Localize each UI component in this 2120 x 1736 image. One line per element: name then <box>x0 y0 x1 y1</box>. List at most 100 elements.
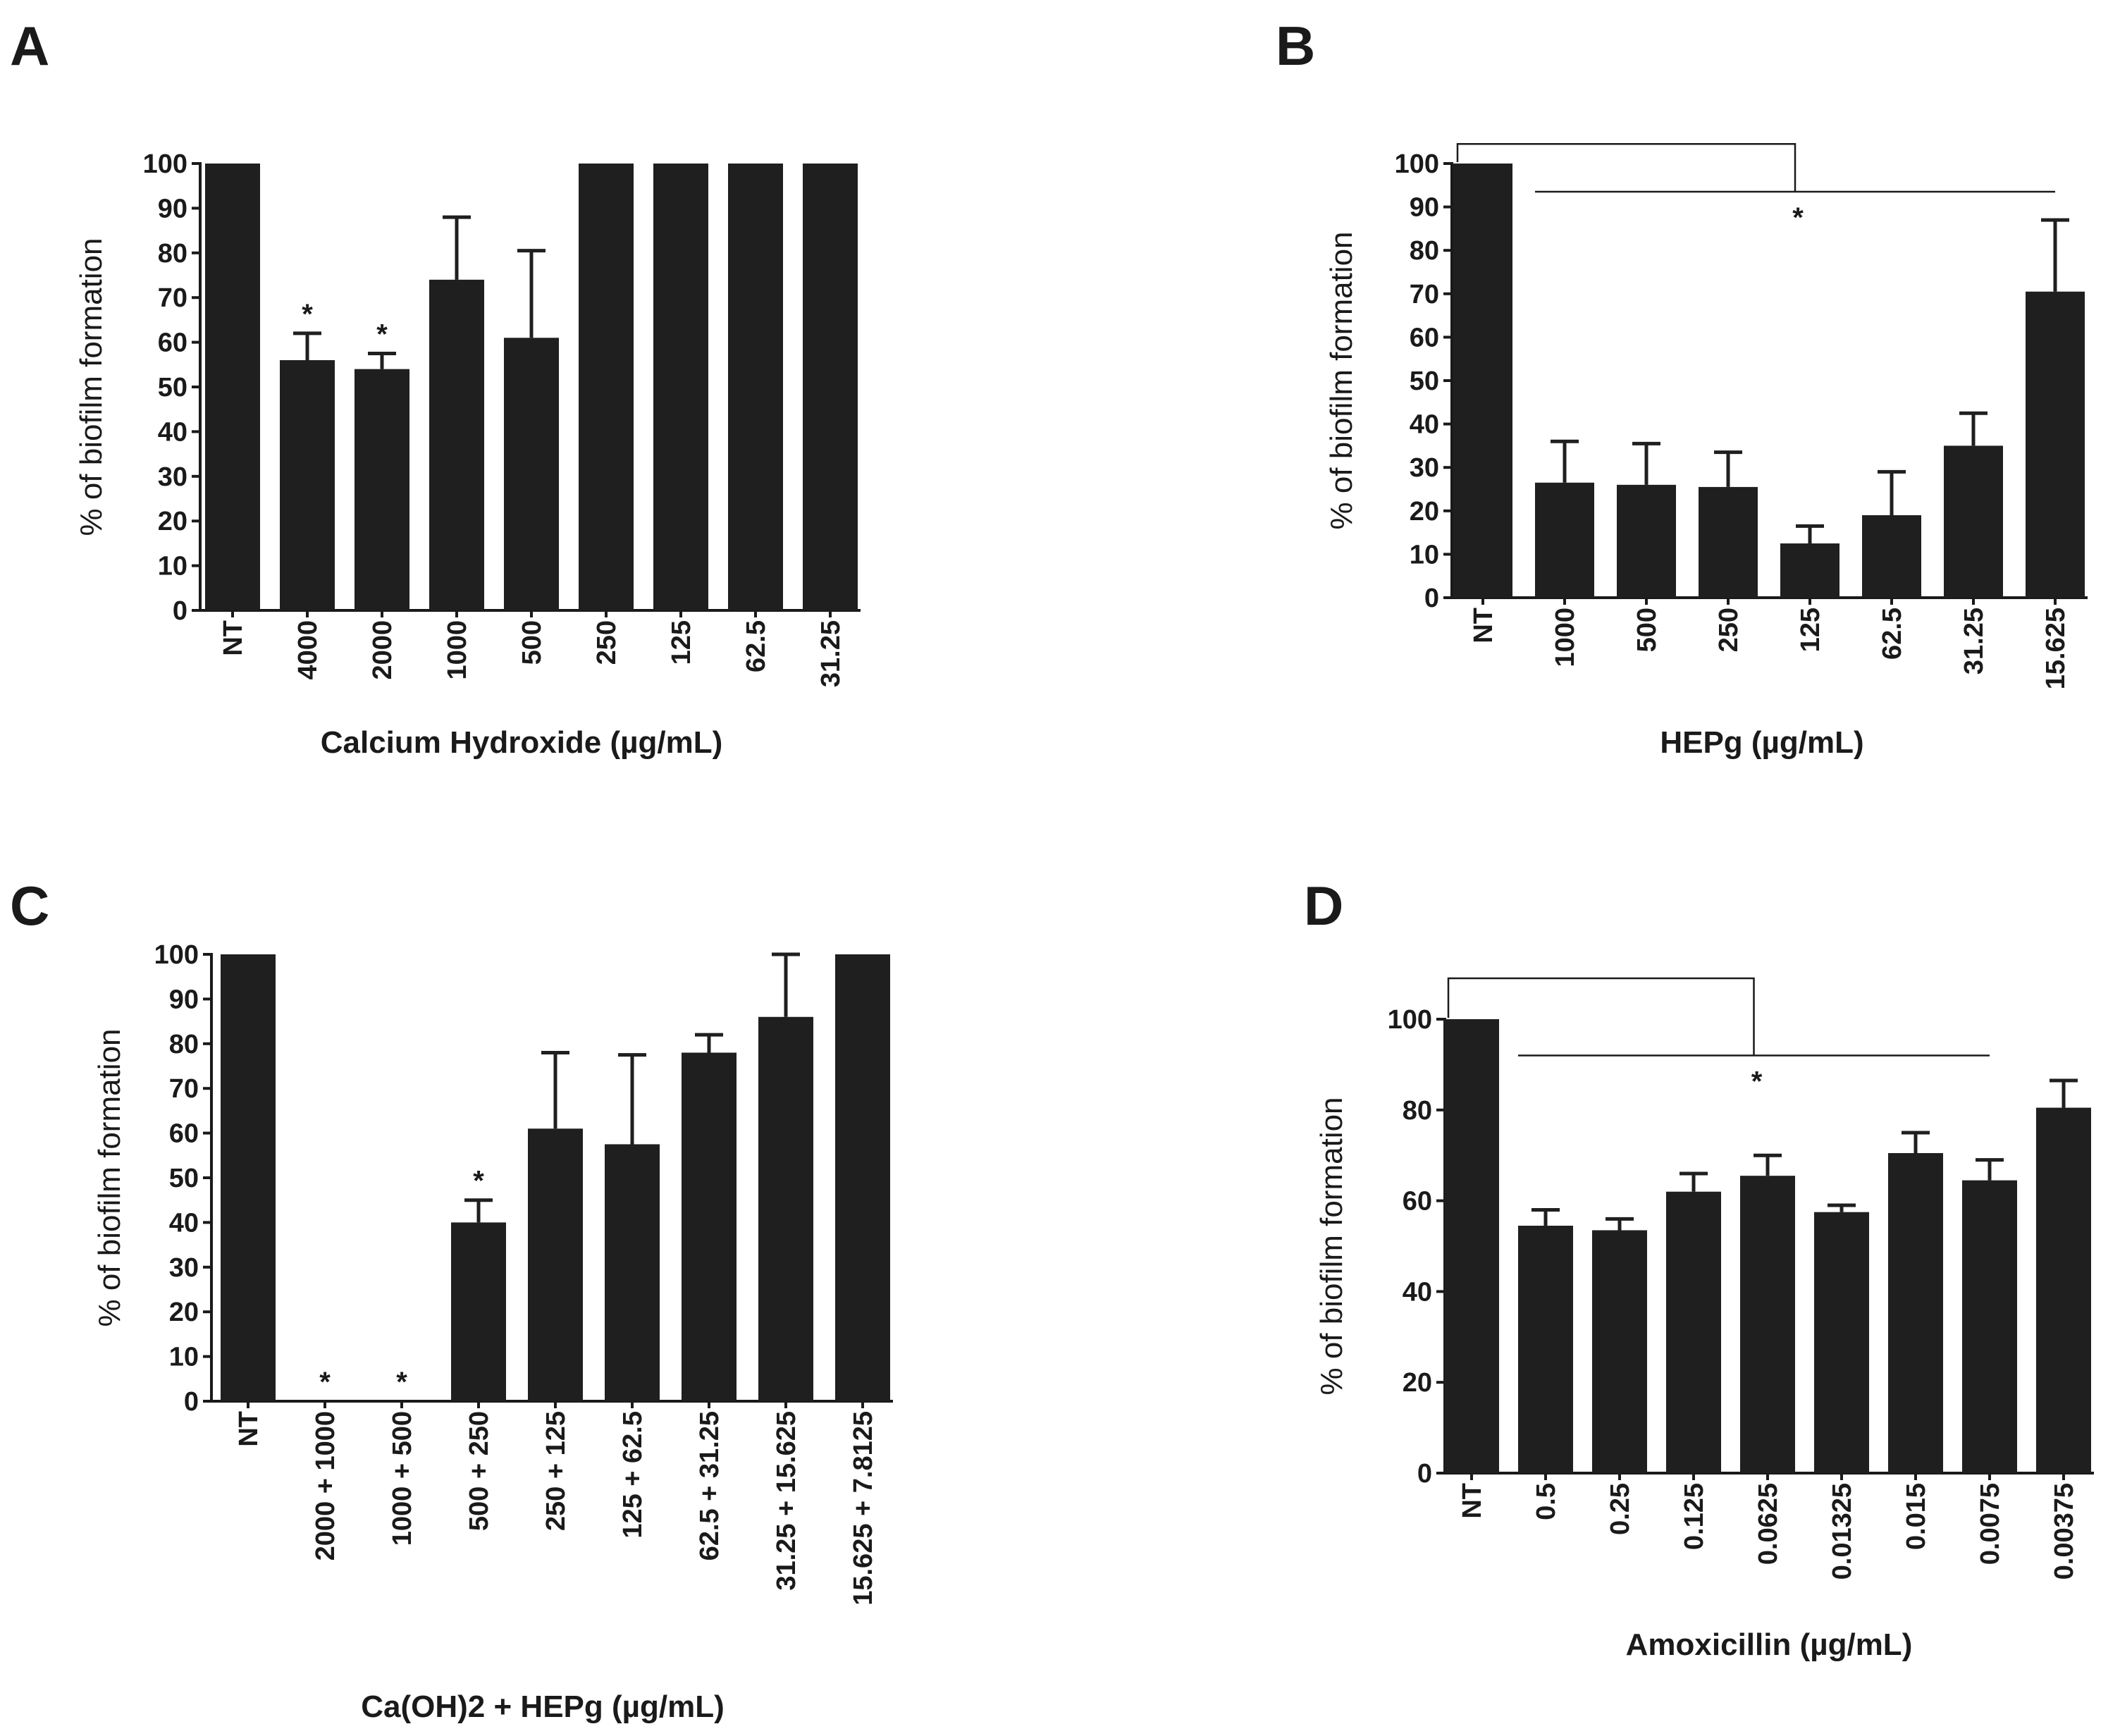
error-bar <box>1959 411 1988 446</box>
x-axis-title: Amoxicillin (µg/mL) <box>1626 1627 1913 1662</box>
x-category-label: 0.00375 <box>2050 1483 2079 1580</box>
x-category-label: 0.015 <box>1902 1483 1931 1550</box>
y-tick-label: 60 <box>1410 323 1439 352</box>
y-tick-label: 100 <box>143 149 187 179</box>
x-category-label: 15.625 <box>2041 608 2071 689</box>
error-bar <box>1714 450 1742 487</box>
x-category-label: NT <box>234 1411 264 1447</box>
bar <box>429 279 484 610</box>
x-category-label: 2000 <box>368 620 398 680</box>
error-bar <box>618 1053 646 1145</box>
error-bar <box>1680 1171 1708 1192</box>
y-tick-label: 70 <box>1410 280 1439 309</box>
x-axis-title: Calcium Hydroxide (µg/mL) <box>321 725 723 760</box>
error-bar <box>517 249 546 338</box>
error-bar <box>1976 1158 2004 1181</box>
y-tick-label: 10 <box>169 1343 199 1372</box>
bar <box>221 954 276 1401</box>
x-category-label: 500 <box>1632 608 1662 652</box>
panel-letter-c: C <box>10 875 49 937</box>
error-bar <box>1551 439 1579 483</box>
bar <box>1780 543 1839 598</box>
significance-star: * <box>302 299 313 330</box>
chart-a: 0 10 20 30 40 50 60 70 80 90 100 NT * 4000 * 2000 1000 50… <box>74 149 861 760</box>
bar <box>579 164 634 610</box>
bar <box>1592 1230 1647 1473</box>
significance-bracket <box>1456 143 2055 193</box>
error-bar <box>1532 1207 1560 1226</box>
x-axis-title: HEPg (µg/mL) <box>1660 725 1863 760</box>
bar <box>1617 484 1676 598</box>
x-category-label: 31.25 <box>1959 608 1989 675</box>
y-tick-label: 40 <box>158 417 187 447</box>
chart-c: 0 10 20 30 40 50 60 70 80 90 100 NT * 2000 + 1000 * 100… <box>92 940 893 1724</box>
error-bar <box>368 351 396 369</box>
chart-b: 0 10 20 30 40 50 60 70 80 90 100 NT 1000 500 250 125 62.… <box>1324 143 2088 760</box>
bar <box>1888 1152 1943 1473</box>
y-tick-label: 20 <box>169 1298 199 1327</box>
y-tick-label: 70 <box>158 283 187 313</box>
significance-star: * <box>473 1166 484 1197</box>
bar <box>2036 1107 2091 1473</box>
bar <box>1666 1191 1721 1473</box>
y-tick-label: 20 <box>1403 1368 1432 1398</box>
y-tick-label: 10 <box>1410 540 1439 570</box>
y-tick-label: 60 <box>169 1119 199 1149</box>
bar <box>1740 1176 1795 1473</box>
x-category-label: 250 <box>1714 608 1744 652</box>
panel-b: B 0 10 20 30 40 50 60 70 80 90 100 NT 1000 500 250 125 6… <box>1276 15 2088 760</box>
bar <box>835 954 890 1401</box>
error-bar <box>695 1033 723 1053</box>
x-category-label: 125 + 62.5 <box>618 1411 648 1539</box>
significance-star: * <box>376 319 388 350</box>
y-tick-label: 80 <box>169 1030 199 1059</box>
panel-d: D 0 20 40 60 80 100 NT 0.5 0.25 0.125 0.0625 0.0132… <box>1304 875 2094 1662</box>
y-tick-label: 50 <box>1410 367 1439 396</box>
y-axis-title: % of biofilm formation <box>1324 231 1359 529</box>
y-tick-label: 20 <box>1410 497 1439 527</box>
y-tick-label: 80 <box>1403 1096 1432 1126</box>
bar <box>682 1052 737 1401</box>
panel-letter-b: B <box>1276 15 1315 77</box>
bar <box>653 164 708 610</box>
x-axis-title: Ca(OH)2 + HEPg (µg/mL) <box>361 1689 725 1724</box>
x-category-label: NT <box>1458 1483 1487 1519</box>
y-tick-label: 30 <box>1410 453 1439 483</box>
y-axis-title: % of biofilm formation <box>74 238 109 536</box>
bar <box>1518 1226 1573 1473</box>
y-tick-label: 80 <box>1410 236 1439 266</box>
y-tick-label: 40 <box>1403 1277 1432 1307</box>
x-category-label: 250 + 125 <box>541 1411 571 1531</box>
bar <box>205 164 260 610</box>
panel-c: C 0 10 20 30 40 50 60 70 80 90 100 NT * 2000 + 1000 * 1… <box>10 875 893 1724</box>
y-tick-label: 90 <box>1410 193 1439 223</box>
x-category-label: 500 <box>517 620 547 665</box>
bar <box>1962 1180 2017 1473</box>
error-bar <box>1796 524 1824 543</box>
bar <box>1535 482 1594 598</box>
y-tick-label: 0 <box>173 596 187 626</box>
x-category-label: 0.0625 <box>1754 1483 1783 1565</box>
error-bar <box>1902 1131 1930 1153</box>
error-bar <box>2050 1078 2078 1108</box>
error-bar <box>1606 1217 1634 1231</box>
error-bar <box>464 1198 493 1223</box>
bar <box>1699 486 1758 598</box>
x-category-label: 125 <box>1796 608 1825 652</box>
x-category-label: 500 + 250 <box>464 1411 494 1531</box>
x-category-label: 15.625 + 7.8125 <box>849 1411 878 1606</box>
bar <box>728 164 783 610</box>
error-bar <box>1754 1153 1782 1176</box>
y-tick-label: 60 <box>1403 1187 1432 1217</box>
significance-star: * <box>396 1367 407 1398</box>
error-bar <box>1878 469 1906 515</box>
x-category-label: 1000 + 500 <box>388 1411 417 1546</box>
bar <box>1814 1212 1869 1473</box>
x-category-label: 62.5 <box>1878 608 1907 660</box>
y-tick-label: 100 <box>1395 149 1439 179</box>
y-tick-label: 80 <box>158 239 187 269</box>
bar <box>1453 164 1512 598</box>
bar <box>605 1144 660 1401</box>
y-tick-label: 40 <box>1410 410 1439 440</box>
significance-star: * <box>1751 1066 1763 1097</box>
